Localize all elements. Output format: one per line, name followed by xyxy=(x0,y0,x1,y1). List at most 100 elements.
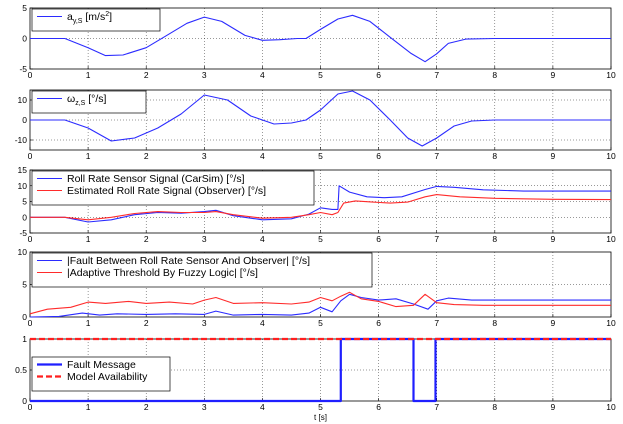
x-tick-label: 9 xyxy=(551,318,556,328)
legend-label-1: ωz,S [°/s] xyxy=(67,93,107,107)
x-tick-label: 3 xyxy=(202,151,207,161)
y-tick-label: 5 xyxy=(22,197,27,207)
x-tick-label: 8 xyxy=(492,402,497,412)
x-tick-label: 5 xyxy=(318,151,323,161)
legend-label-1: Roll Rate Sensor Signal (CarSim) [°/s] xyxy=(67,173,245,185)
x-tick-label: 4 xyxy=(260,234,265,244)
x-tick-label: 9 xyxy=(551,151,556,161)
x-tick-label: 0 xyxy=(28,402,33,412)
y-tick-label: 5 xyxy=(22,280,27,290)
x-tick-label: 8 xyxy=(492,151,497,161)
x-tick-label: 6 xyxy=(376,318,381,328)
x-tick-label: 7 xyxy=(434,402,439,412)
series-line-1 xyxy=(30,185,611,223)
y-tick-label: 0.5 xyxy=(15,365,27,375)
x-tick-label: 0 xyxy=(28,70,33,80)
x-tick-label: 3 xyxy=(202,234,207,244)
x-tick-label: 8 xyxy=(492,70,497,80)
x-tick-label: 3 xyxy=(202,402,207,412)
y-tick-label: 0 xyxy=(22,34,27,44)
series-line-1 xyxy=(30,90,611,147)
legend-label-1: ay,S [m/s2] xyxy=(67,11,112,25)
x-tick-label: 1 xyxy=(86,70,91,80)
legend-box xyxy=(31,252,373,288)
x-axis-label: t [s] xyxy=(314,413,327,422)
x-tick-label: 6 xyxy=(376,70,381,80)
series-line-2 xyxy=(30,194,612,221)
x-tick-label: 10 xyxy=(606,402,616,412)
x-tick-label: 7 xyxy=(434,70,439,80)
y-tick-label: 5 xyxy=(22,3,27,13)
x-tick-label: 5 xyxy=(318,234,323,244)
x-tick-label: 8 xyxy=(492,234,497,244)
x-tick-label: 5 xyxy=(318,318,323,328)
y-tick-label: 10 xyxy=(18,247,28,257)
x-tick-label: 2 xyxy=(144,318,149,328)
legend: ay,S [m/s2] xyxy=(31,8,161,32)
x-tick-label: 0 xyxy=(28,151,33,161)
x-tick-label: 0 xyxy=(28,318,33,328)
legend-label-2: Model Availability xyxy=(67,371,148,383)
x-tick-label: 7 xyxy=(434,151,439,161)
chart-panel-4: 0 1 2 3 4 5 6 7 8 9 10 0 5 10 |Fault Between Roll Rate… xyxy=(18,247,616,328)
x-tick-label: 7 xyxy=(434,318,439,328)
x-tick-label: 3 xyxy=(202,318,207,328)
x-tick-label: 1 xyxy=(86,151,91,161)
x-tick-label: 10 xyxy=(606,70,616,80)
y-tick-label: 15 xyxy=(18,165,28,175)
x-tick-label: 2 xyxy=(144,70,149,80)
y-tick-label: -5 xyxy=(19,228,27,238)
legend-label-1: Fault Message xyxy=(67,359,136,371)
x-tick-label: 1 xyxy=(86,402,91,412)
y-tick-label: 10 xyxy=(18,181,28,191)
x-tick-label: 1 xyxy=(86,234,91,244)
x-tick-label: 4 xyxy=(260,70,265,80)
legend: |Fault Between Roll Rate Sensor And Obse… xyxy=(31,252,373,288)
legend: Roll Rate Sensor Signal (CarSim) [°/s]Es… xyxy=(31,170,315,206)
y-tick-label: 1 xyxy=(22,334,27,344)
legend-box xyxy=(31,8,161,32)
y-tick-label: 0 xyxy=(22,212,27,222)
series-line-1 xyxy=(30,337,611,403)
x-tick-label: 6 xyxy=(376,151,381,161)
legend-label-2: |Adaptive Threshold By Fuzzy Logic| [°/s… xyxy=(67,267,258,279)
series-line-1 xyxy=(29,293,611,318)
y-tick-label: -10 xyxy=(15,135,28,145)
x-tick-label: 9 xyxy=(551,402,556,412)
legend-box xyxy=(31,356,171,392)
x-tick-label: 0 xyxy=(28,234,33,244)
x-tick-label: 10 xyxy=(606,318,616,328)
x-tick-label: 6 xyxy=(376,402,381,412)
y-tick-label: 0 xyxy=(22,396,27,406)
legend-box xyxy=(31,170,315,206)
legend-label-2: Estimated Roll Rate Signal (Observer) [°… xyxy=(67,185,266,197)
y-tick-label: -5 xyxy=(19,64,27,74)
legend-box xyxy=(31,90,147,114)
legend: ωz,S [°/s] xyxy=(31,90,147,114)
legend-label-1: |Fault Between Roll Rate Sensor And Obse… xyxy=(67,255,310,267)
x-tick-label: 4 xyxy=(260,318,265,328)
x-tick-label: 5 xyxy=(318,402,323,412)
x-tick-label: 3 xyxy=(202,70,207,80)
series-line-2 xyxy=(29,291,611,315)
y-tick-label: 10 xyxy=(18,95,28,105)
x-tick-label: 2 xyxy=(144,151,149,161)
x-tick-label: 6 xyxy=(376,234,381,244)
x-tick-label: 9 xyxy=(551,234,556,244)
x-tick-label: 4 xyxy=(260,402,265,412)
x-tick-label: 9 xyxy=(551,70,556,80)
x-tick-label: 10 xyxy=(606,234,616,244)
x-tick-label: 4 xyxy=(260,151,265,161)
x-tick-label: 10 xyxy=(606,151,616,161)
x-tick-label: 7 xyxy=(434,234,439,244)
x-tick-label: 2 xyxy=(144,234,149,244)
y-tick-label: 0 xyxy=(22,312,27,322)
x-tick-label: 8 xyxy=(492,318,497,328)
x-tick-label: 5 xyxy=(318,70,323,80)
